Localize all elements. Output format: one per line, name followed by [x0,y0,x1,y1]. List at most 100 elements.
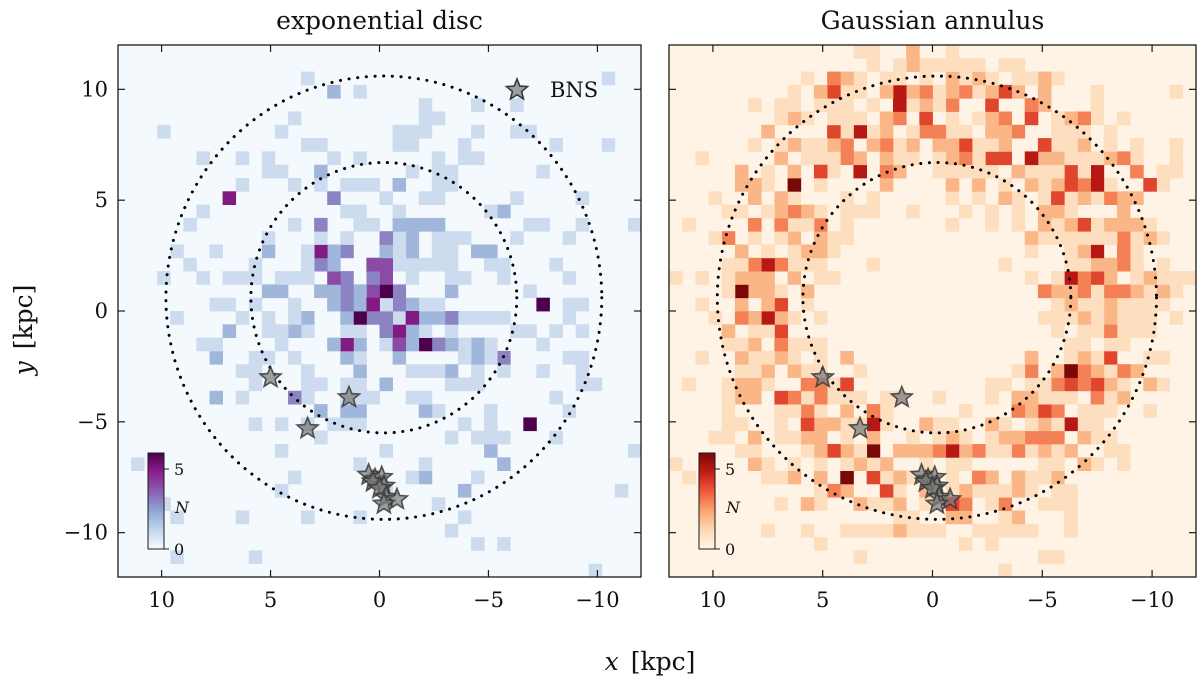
heatmap-bin [353,217,367,232]
heatmap-bin [1077,311,1091,325]
inner-ring [249,160,519,435]
heatmap-bin [827,417,841,432]
heatmap-bin [748,178,762,192]
ticks: 10 5 0 −5 −10 10 5 0 −5 −10 [64,45,641,612]
heatmap-bin [906,444,920,458]
heatmap-bin [958,497,973,511]
heatmap-bin [1011,390,1026,405]
bns-star [847,415,873,440]
heatmap-bin [721,284,736,299]
heatmap-bin [1103,257,1118,272]
heatmap-bin [1011,191,1026,205]
heatmap-bin [985,430,999,445]
heatmap-bin [1103,390,1118,405]
heatmap-bin [827,84,841,99]
heatmap-bin [748,377,762,392]
heatmap-bin [1090,178,1105,192]
heatmap-bin [1090,111,1105,126]
heatmap-bin [1064,497,1078,511]
heatmap-bin [1077,284,1091,299]
heatmap-bin [840,523,854,538]
heatmap-bin [734,297,749,312]
heatmap-bin [813,231,828,245]
bns-star [258,364,284,389]
heatmap-bin [575,350,590,365]
heatmap-bin [1156,231,1171,245]
heatmap-bin [972,151,986,166]
heatmap-bin [932,430,947,445]
heatmap-bin [1077,417,1091,432]
x-tick-label: −10 [1130,588,1174,612]
heatmap-bin [892,444,907,458]
heatmap-bin [471,350,485,365]
heatmap-bin [866,191,881,205]
heatmap-bin [932,84,947,99]
heatmap-bin [813,417,828,432]
heatmap-bin [945,164,960,179]
heatmap-bin [919,71,933,86]
heatmap-bin [774,390,788,405]
heatmap-bin [353,404,367,418]
heatmap-bin [1143,404,1157,418]
heatmap-bin [1051,390,1065,405]
heatmap-bin [457,510,472,525]
heatmap-bin [1051,324,1065,338]
heatmap-bin [945,84,960,99]
heatmap-bin [972,178,986,192]
heatmap-bin [800,244,815,259]
heatmap-bin [774,350,788,365]
heatmap-bin [1024,71,1039,86]
heatmap-bin [827,444,841,458]
heatmap-bin [906,124,920,139]
heatmap-bin [879,497,894,511]
heatmap-bin [972,164,986,179]
x-axis-label-unit: [kpc] [631,647,696,676]
heatmap-bin [497,537,511,551]
heatmap-bin [1156,297,1171,312]
heatmap-bin [1064,444,1078,458]
heatmap-bin [314,257,328,272]
heatmap-bin [1169,271,1184,285]
heatmap-bin [695,350,709,365]
heatmap-bin [1103,364,1118,378]
heatmap-bin [721,324,736,338]
heatmap-bin [1143,284,1157,299]
heatmap-bin [1051,417,1065,432]
heatmap-bin [813,84,828,99]
heatmap-bin [457,417,472,432]
heatmap-bin [379,311,393,325]
heatmap-bin [721,204,736,219]
heatmap-bin [958,483,973,498]
heatmap-bin [1051,204,1065,219]
heatmap-bin [196,271,210,285]
heatmap-bin [1116,337,1131,352]
heatmap-bin [1024,417,1039,432]
heatmap-bin [787,84,802,99]
heatmap-bin [1024,470,1039,485]
heatmap-bin [170,311,184,325]
heatmap-bin [444,523,459,538]
heatmap-bin [800,71,815,86]
heatmap-bin [748,217,762,232]
heatmap-bin [800,217,815,232]
heatmap-bin [457,151,472,166]
heatmap-bin [998,483,1012,498]
heatmap-bin [734,178,749,192]
heatmap-bin [866,430,881,445]
heatmap-bin [1130,311,1144,325]
heatmap-bin [945,98,960,112]
heatmap-bin [575,297,590,312]
heatmap-bin [444,324,459,338]
heatmap-bin [1011,510,1026,525]
heatmap-bin [840,138,854,152]
heatmap-bin [1064,111,1078,126]
heatmap-bin [919,523,933,538]
heatmap-bin [1024,98,1039,112]
heatmap-bin [1077,297,1091,312]
heatmap-bin [734,377,749,392]
heatmap-bin [853,71,868,86]
heatmap-bin [340,324,354,338]
heatmap-bin [1130,364,1144,378]
heatmap-bin [932,138,947,152]
heatmap-bin [209,390,223,405]
